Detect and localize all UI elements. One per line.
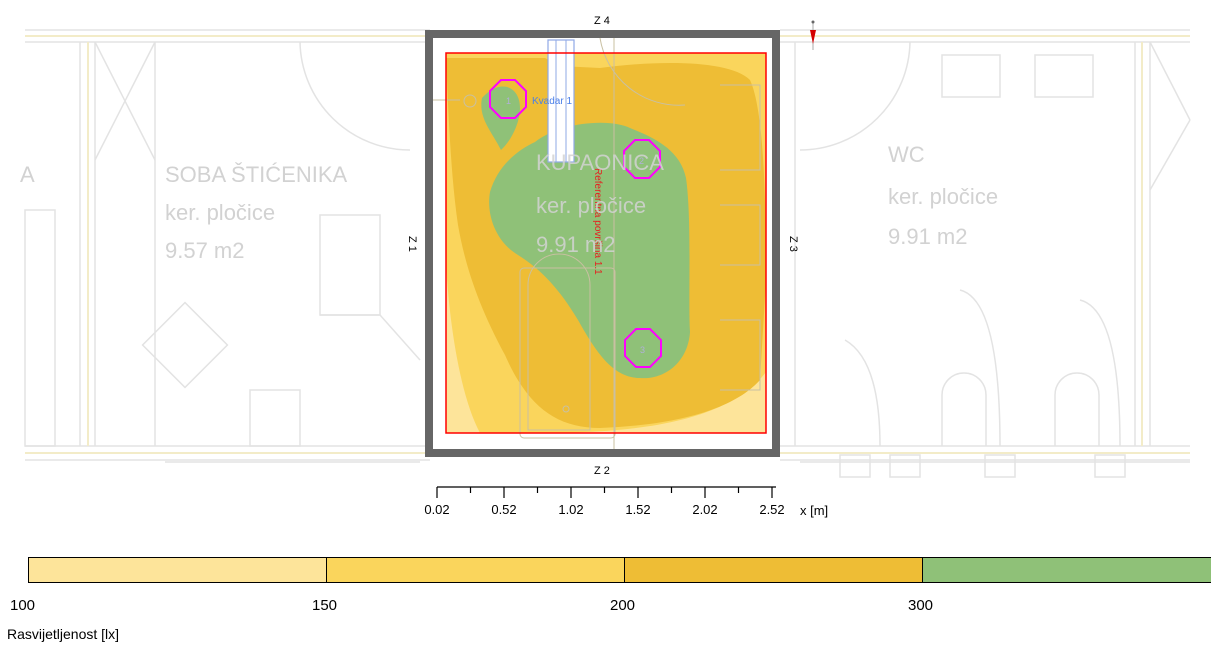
room-name-left: SOBA ŠTIĆENIKA [165, 162, 347, 187]
legend-swatch-200-300 [624, 557, 924, 583]
x-axis-tick-label: 2.52 [759, 502, 784, 517]
x-axis-tick-label: 0.52 [491, 502, 516, 517]
north-arrow-icon [810, 20, 816, 50]
room-floor-center: ker. pločice [536, 193, 646, 218]
legend-value-200: 200 [610, 597, 636, 614]
room-area-center: 9.91 m2 [536, 232, 616, 257]
legend-swatch-100-150 [28, 557, 328, 583]
x-axis: 0.02 0.52 1.02 1.52 2.02 2.52 x [m] [424, 486, 828, 518]
legend-value-150: 150 [312, 597, 338, 614]
luminaire-octagon-icon [624, 328, 662, 368]
room-partitions [25, 35, 1190, 454]
x-axis-tick-label: 1.02 [558, 502, 583, 517]
luminaire-3: 3 [624, 328, 662, 368]
door-handle-icon [463, 94, 477, 108]
x-axis-tick-label: 0.02 [424, 502, 449, 517]
room-area-left: 9.57 m2 [165, 238, 245, 263]
reference-surface-label: Referentna površina 1.1 [592, 168, 603, 275]
x-axis-tick-label: 2.02 [692, 502, 717, 517]
floor-plan: A SOBA ŠTIĆENIKA ker. pločice 9.57 m2 WC… [20, 15, 1191, 518]
reference-surface-outline [445, 52, 767, 434]
legend-swatch-150-200 [326, 557, 626, 583]
room-floor-right: ker. pločice [888, 184, 998, 209]
left-cut-label: A [20, 162, 35, 187]
wall-label-left: Z 1 [406, 236, 418, 252]
window-kvadar [547, 39, 575, 163]
legend-value-300: 300 [908, 597, 934, 614]
wall-label-bottom: Z 2 [594, 465, 610, 477]
room-floor-left: ker. pločice [165, 200, 275, 225]
wall-label-right: Z 3 [787, 236, 799, 252]
luminaire-2: 2 [623, 139, 661, 179]
background-plan-lines [24, 29, 1191, 478]
luminaire-1: 1 [489, 79, 527, 119]
legend-swatch-300-plus [922, 557, 1211, 583]
x-axis-ticks [436, 487, 773, 498]
luminaire-octagon-icon [489, 79, 527, 119]
window-label: Kvadar 1 [532, 96, 572, 107]
legend-value-100: 100 [10, 597, 36, 614]
x-axis-label: x [m] [800, 503, 828, 518]
legend-title: Rasvijetljenost [lx] [7, 626, 120, 642]
luminaire-number: 3 [640, 345, 645, 355]
zone-above-300-main [489, 122, 690, 379]
x-axis-tick-label: 1.52 [625, 502, 650, 517]
wall-label-top: Z 4 [594, 15, 610, 27]
room-area-right: 9.91 m2 [888, 224, 968, 249]
room-name-right: WC [888, 142, 925, 167]
luminaire-octagon-icon [623, 139, 661, 179]
room-name-center: KUPAONICA [536, 150, 664, 175]
luminaire-number: 1 [506, 96, 511, 106]
luminaire-number: 2 [639, 156, 644, 166]
isolux-map [446, 53, 766, 433]
x-axis-tick-labels: 0.02 0.52 1.02 1.52 2.02 2.52 [424, 502, 784, 517]
